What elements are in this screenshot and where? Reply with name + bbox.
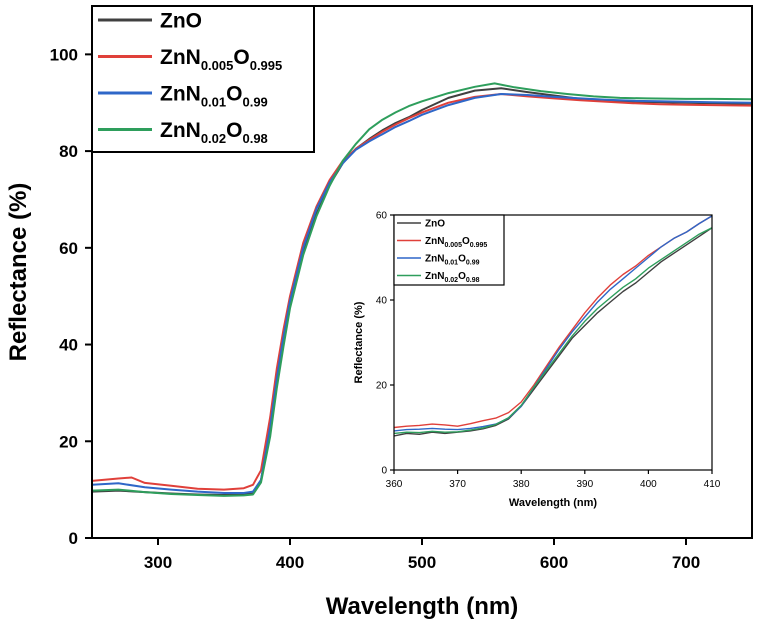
legend-label: ZnN0.02O0.98	[425, 271, 480, 284]
legend-label-text: O	[226, 119, 242, 142]
legend-label-subscript: 0.005	[444, 242, 462, 249]
series-group	[394, 215, 712, 437]
x-tick-label: 370	[449, 479, 466, 490]
y-tick-label: 20	[59, 432, 78, 451]
legend-label-text: O	[458, 254, 466, 265]
y-tick-label: 40	[376, 296, 388, 307]
legend-label-base: ZnN	[160, 119, 201, 142]
series-line	[394, 227, 712, 435]
legend-label-text: O	[226, 83, 242, 106]
legend-label-base: ZnN	[425, 236, 444, 247]
y-tick-label: 60	[376, 211, 388, 222]
series-line	[92, 93, 752, 491]
x-axis-title: Wavelength (nm)	[509, 497, 598, 509]
y-tick-label: 80	[59, 142, 78, 161]
legend-label-subscript: 0.995	[470, 242, 488, 249]
legend-label-subscript: 0.02	[201, 131, 226, 146]
y-tick-label: 0	[69, 529, 78, 548]
legend-label-text: O	[233, 46, 249, 69]
x-tick-label: 400	[640, 479, 657, 490]
y-tick-label: 0	[381, 466, 387, 477]
legend-box	[91, 5, 315, 153]
x-axis-title: Wavelength (nm)	[326, 593, 518, 620]
y-tick-label: 40	[59, 336, 78, 355]
legend-label-base: ZnN	[160, 83, 201, 106]
legend-label-base: ZnO	[160, 10, 202, 33]
legend-label-subscript: 0.01	[444, 260, 458, 267]
x-tick-label: 400	[276, 553, 304, 572]
legend-label: ZnN0.005O0.995	[425, 236, 487, 249]
legend-label-subscript: 0.99	[466, 260, 480, 267]
legend-label: ZnO	[425, 219, 445, 230]
x-tick-label: 600	[540, 553, 568, 572]
y-axis-title: Reflectance (%)	[353, 301, 365, 383]
legend-label-base: ZnO	[425, 219, 445, 230]
series-line	[92, 93, 752, 494]
x-tick-label: 390	[576, 479, 593, 490]
legend-label-base: ZnN	[160, 46, 201, 69]
legend-label-subscript: 0.99	[242, 95, 267, 110]
legend-label-subscript: 0.02	[444, 277, 458, 284]
legend-box	[393, 214, 505, 286]
x-tick-label: 700	[672, 553, 700, 572]
series-line	[394, 215, 712, 432]
legend-label-base: ZnN	[425, 254, 444, 265]
legend-label-subscript: 0.01	[201, 95, 226, 110]
legend-label-text: O	[458, 271, 466, 282]
series-line	[92, 82, 752, 497]
legend-label-subscript: 0.98	[242, 131, 267, 146]
series-group	[92, 82, 752, 497]
legend-label: ZnN0.02O0.98	[160, 119, 268, 146]
x-tick-label: 360	[386, 479, 403, 490]
legend-label-text: O	[462, 236, 470, 247]
legend-label-subscript: 0.98	[466, 277, 480, 284]
legend-label: ZnN0.01O0.99	[160, 83, 268, 110]
legend: ZnOZnN0.005O0.995ZnN0.01O0.99ZnN0.02O0.9…	[393, 214, 505, 286]
legend-label: ZnN0.01O0.99	[425, 254, 480, 267]
series-line	[394, 227, 712, 437]
legend-label: ZnN0.005O0.995	[160, 46, 282, 73]
inset-plot: 360 370 380 390 400 410 0 20 40 60 Wavelength (nm)…	[353, 211, 721, 509]
x-tick-label: 410	[704, 479, 721, 490]
legend-label: ZnO	[160, 10, 202, 33]
legend-label-base: ZnN	[425, 271, 444, 282]
x-tick-label: 380	[513, 479, 530, 490]
y-axis-title: Reflectance (%)	[5, 183, 32, 362]
legend-label-subscript: 0.995	[250, 58, 283, 73]
y-tick-label: 60	[59, 239, 78, 258]
y-tick-label: 100	[50, 45, 78, 64]
x-tick-label: 300	[144, 553, 172, 572]
legend-label-subscript: 0.005	[201, 58, 234, 73]
x-tick-label: 500	[408, 553, 436, 572]
y-tick-label: 20	[376, 381, 388, 392]
plot-frame	[393, 214, 713, 471]
legend: ZnOZnN0.005O0.995ZnN0.01O0.99ZnN0.02O0.9…	[91, 5, 315, 153]
